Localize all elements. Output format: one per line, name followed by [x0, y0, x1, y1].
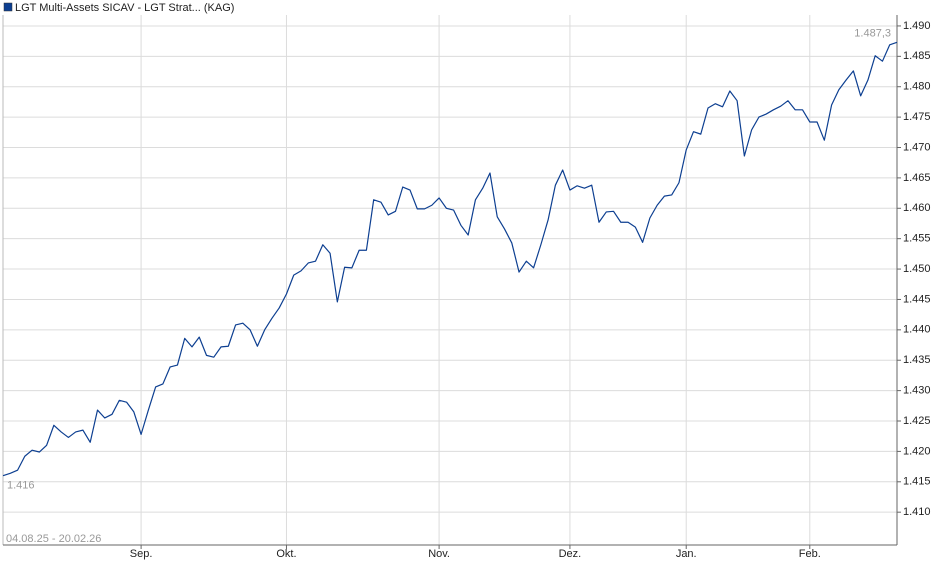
y-tick-label: 1.445	[903, 293, 931, 305]
series-line	[2, 41, 898, 477]
x-tick-label: Dez.	[559, 548, 582, 560]
date-range: 04.08.25 - 20.02.26	[6, 533, 101, 545]
y-tick-label: 1.430	[903, 385, 931, 397]
annotation: 1.416	[7, 480, 35, 492]
y-tick-label: 1.485	[903, 50, 931, 62]
y-tick-label: 1.420	[903, 445, 931, 457]
x-tick-label: Feb.	[799, 548, 821, 560]
y-tick-label: 1.460	[903, 202, 931, 214]
y-tick-label: 1.475	[903, 111, 931, 123]
annotation: 1.487,3	[854, 27, 891, 39]
y-tick-label: 1.465	[903, 172, 931, 184]
y-tick-label: 1.470	[903, 141, 931, 153]
legend-label: LGT Multi-Assets SICAV - LGT Strat... (K…	[15, 2, 234, 14]
plot: 1.410 1.415 1.420 1.425 1.430 1.435 1.440 1.445…	[2, 15, 931, 560]
y-tick-label: 1.480	[903, 81, 931, 93]
y-tick-label: 1.415	[903, 476, 931, 488]
legend-swatch	[3, 2, 13, 12]
y-tick-label: 1.440	[903, 324, 931, 336]
y-tick-label: 1.435	[903, 354, 931, 366]
x-tick-label: Sep.	[130, 548, 153, 560]
y-tick-label: 1.490	[903, 20, 931, 32]
y-tick-label: 1.410	[903, 506, 931, 518]
x-tick-label: Jan.	[676, 548, 697, 560]
x-tick-label: Nov.	[428, 548, 450, 560]
y-tick-label: 1.455	[903, 233, 931, 245]
x-tick-label: Okt.	[276, 548, 296, 560]
y-tick-label: 1.450	[903, 263, 931, 275]
y-tick-label: 1.425	[903, 415, 931, 427]
